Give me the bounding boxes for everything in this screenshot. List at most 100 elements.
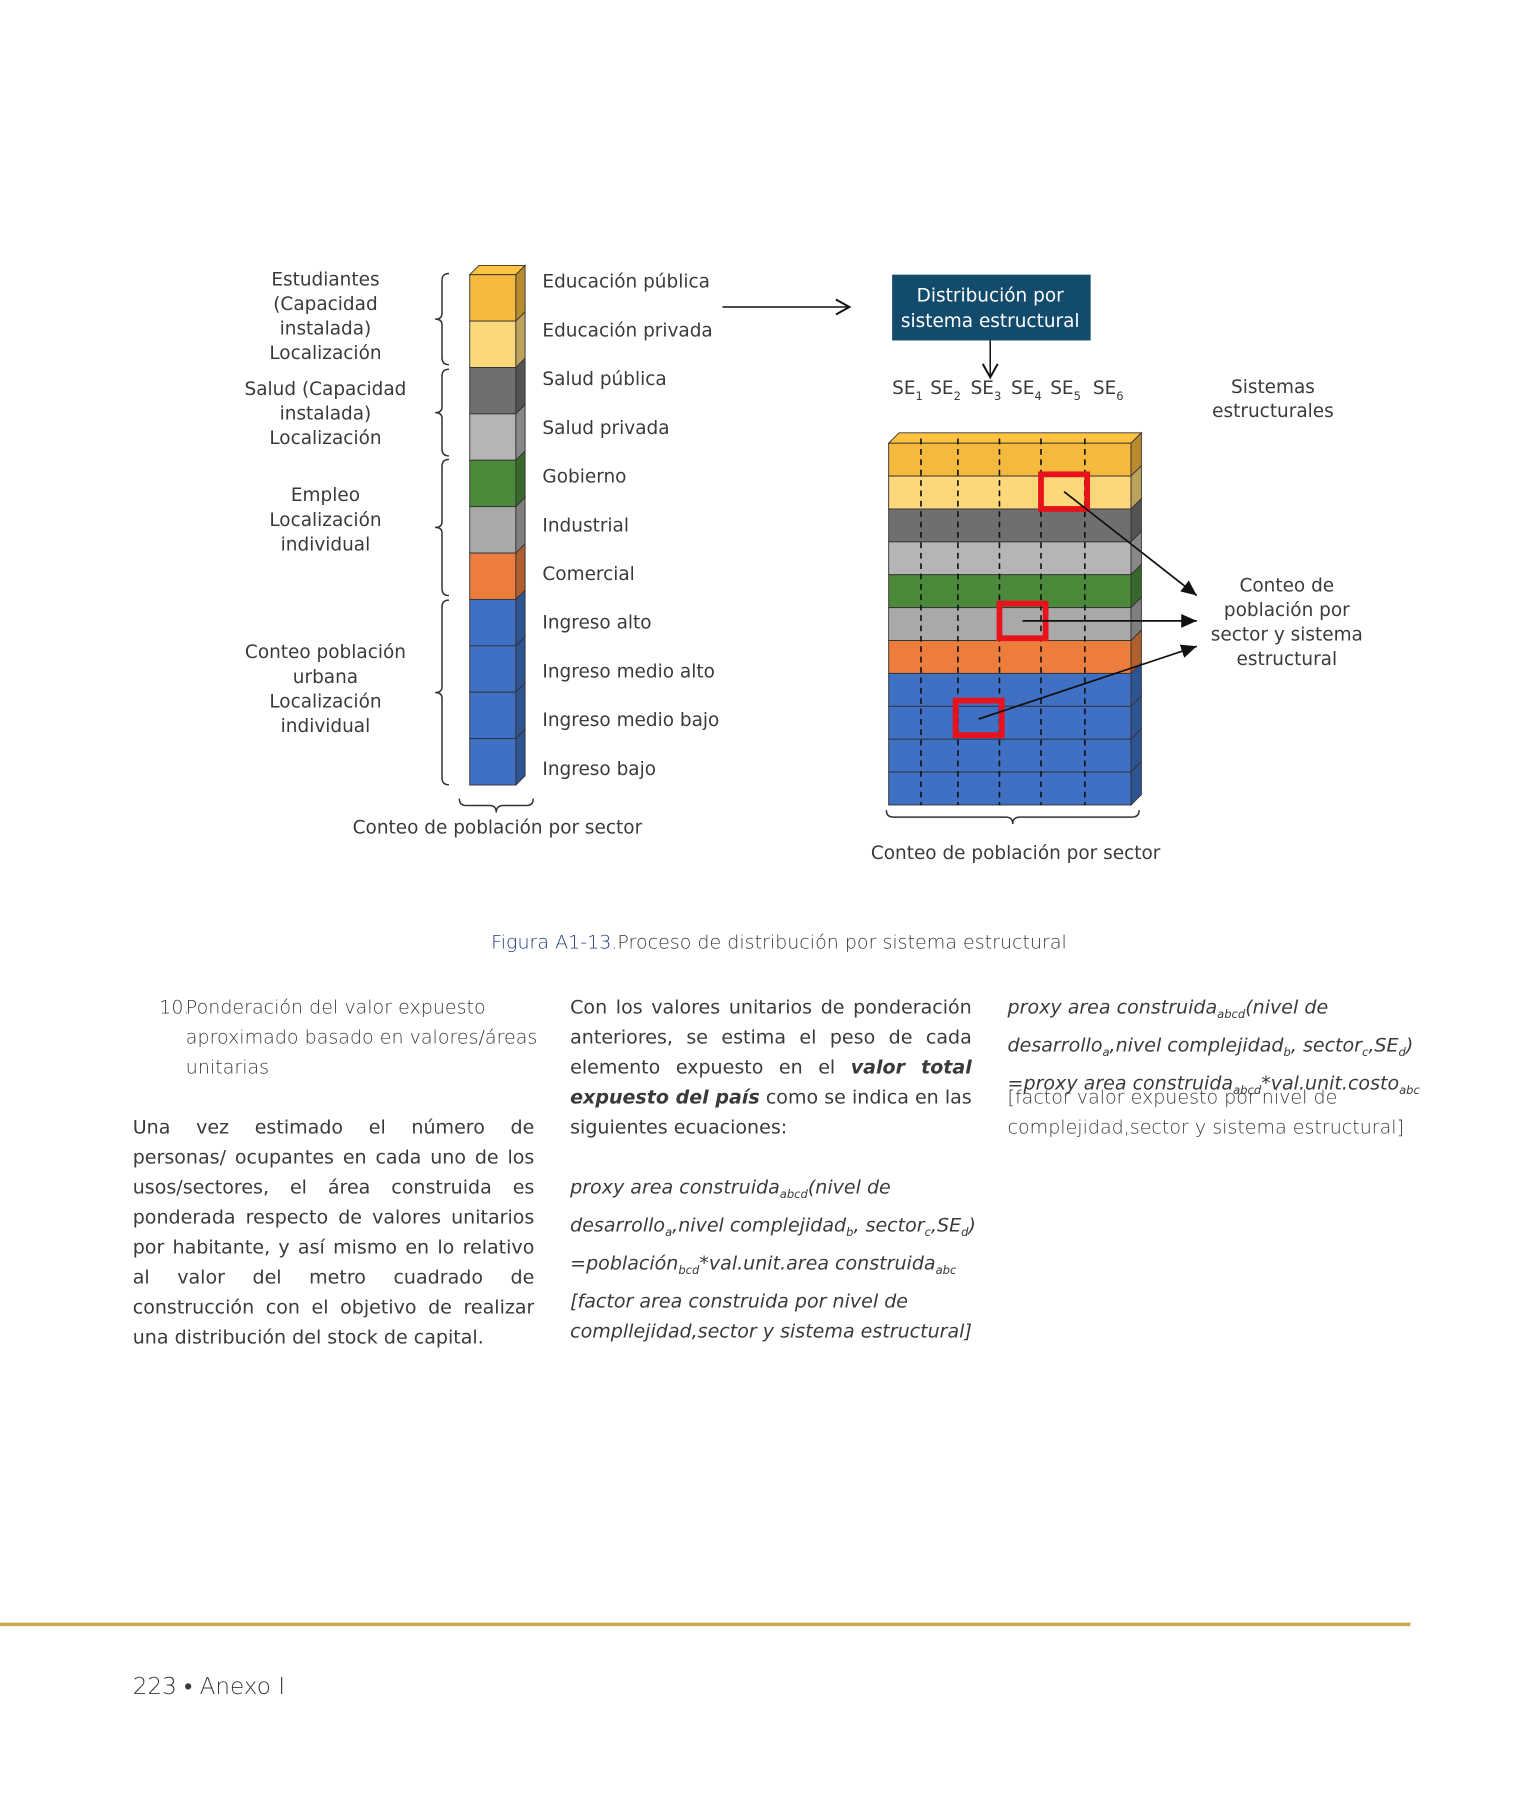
grid-side	[1130, 760, 1142, 807]
equation-line: desarrolloa,nivel complejidadb, sectorc,…	[570, 1211, 976, 1249]
caption-label: Figura A1-13.	[491, 931, 618, 954]
sector-label: Ingreso alto	[542, 613, 651, 634]
grid-row	[888, 771, 1132, 806]
group-label: Conteo población	[245, 642, 406, 663]
item-line: unitarias	[185, 1056, 270, 1078]
box-label: Distribución por	[917, 286, 1064, 307]
emphasis: valor total expuesto del país	[570, 1056, 972, 1108]
se-subscript: 6	[1116, 388, 1123, 402]
grid-row	[888, 541, 1132, 576]
se-text: SE	[892, 378, 915, 399]
group-label: instalada)	[280, 319, 372, 340]
se-subscript: 3	[994, 388, 1001, 402]
page-number: 223	[132, 1672, 177, 1700]
note-line: complejidad,sector y sistema estructural…	[1007, 1116, 1405, 1138]
stack-block	[469, 598, 517, 647]
sector-label: Educación privada	[542, 320, 712, 341]
se-text: SE	[1093, 378, 1116, 399]
stack-block	[469, 506, 517, 554]
stack-block	[469, 552, 517, 600]
sector-label: Salud privada	[542, 418, 669, 439]
se-text: SE	[1011, 378, 1034, 399]
equation-text: ,nivel complejidad	[672, 1214, 847, 1237]
stack-block	[469, 691, 517, 740]
count-label: sector y sistema	[1211, 624, 1363, 645]
equation: proxy area construidaabcd(nivel de desarr…	[1008, 993, 1420, 1107]
brace	[435, 272, 449, 366]
equation-text: =población	[570, 1252, 679, 1275]
equation-line: [factor area construida por nivel de	[570, 1287, 976, 1317]
grid-row	[888, 640, 1132, 674]
se-subscript: 4	[1034, 388, 1041, 402]
paragraph: Una vez estimado el número de personas/ …	[132, 1116, 535, 1348]
section: Anexo I	[199, 1672, 286, 1700]
caption-text: Proceso de distribución por sistema estr…	[617, 931, 1067, 954]
subscript: c	[924, 1226, 931, 1240]
paragraph: Con los valores unitarios de ponderación…	[570, 993, 972, 1143]
se-subscript: 5	[1074, 388, 1081, 402]
item: Ponderación del valor expuesto aproximado…	[186, 993, 538, 1083]
count-label: estructural	[1237, 649, 1338, 670]
grid-row	[888, 442, 1132, 477]
equation-line: =poblaciónbcd*val.unit.area construidaab…	[570, 1249, 976, 1287]
se-text: SE	[971, 378, 994, 399]
systems-label: Sistemas	[1231, 377, 1315, 398]
grid-row	[888, 508, 1132, 543]
brace	[435, 599, 449, 786]
sector-label: Gobierno	[542, 467, 626, 488]
equation-text: =proxy area construida	[1007, 1072, 1234, 1095]
equation-text: ,SE	[930, 1214, 962, 1237]
equation-text: *val.unit.area construida	[699, 1252, 936, 1275]
equation-text: )	[968, 1214, 976, 1237]
brace	[435, 368, 449, 457]
count-label: Conteo de	[1239, 575, 1334, 596]
count-label: población por	[1224, 600, 1350, 621]
stack-block	[469, 367, 517, 415]
group-label: instalada)	[280, 404, 372, 425]
subscript: a	[1102, 1046, 1110, 1060]
systems-label: estructurales	[1212, 401, 1334, 422]
stack-block	[469, 274, 517, 322]
equation-text: proxy area construida	[570, 1176, 780, 1198]
subscript: a	[665, 1226, 673, 1240]
sector-label: Ingreso medio bajo	[542, 710, 719, 731]
group-label: individual	[281, 716, 371, 737]
highlight	[1038, 471, 1091, 512]
equation-text: , sector	[1290, 1034, 1363, 1057]
rule	[0, 1622, 1411, 1627]
footer-label: Conteo de población por sector	[353, 818, 643, 839]
group-label: Localización	[269, 510, 381, 531]
group-label: Localización	[269, 691, 381, 712]
grid-row	[888, 738, 1132, 773]
stack-block	[469, 459, 517, 508]
box-label: sistema estructural	[901, 311, 1080, 332]
grid-top	[887, 432, 1143, 444]
sector-label: Industrial	[542, 515, 629, 536]
se-subscript: 1	[915, 388, 922, 402]
equation-line: desarrolloa,nivel complejidadb, sectorc,…	[1008, 1031, 1420, 1069]
se-label: SE3	[971, 378, 1002, 402]
arrow	[1063, 490, 1198, 597]
stack-block	[469, 645, 517, 693]
se-label: SE1	[892, 378, 923, 402]
group-label: (Capacidad	[273, 294, 377, 315]
subscript: d	[1398, 1046, 1406, 1060]
grid-row	[888, 475, 1132, 510]
subscript: d	[961, 1226, 969, 1240]
group-label: individual	[281, 534, 371, 555]
subscript: b	[846, 1226, 854, 1240]
equation-text: [factor area construida por nivel de	[570, 1290, 909, 1313]
equation-text: (nivel de	[1245, 995, 1329, 1018]
brace	[435, 458, 449, 597]
se-subscript: 2	[954, 388, 961, 402]
sector-label: Ingreso medio alto	[542, 661, 714, 682]
equation-text: )	[1405, 1034, 1414, 1057]
subscript: abc	[1399, 1084, 1420, 1098]
stack-block	[469, 413, 517, 461]
brace	[885, 810, 1140, 825]
equation-text: *val.unit.costo	[1261, 1072, 1400, 1095]
text: como se indica en las siguientes ecuacio…	[570, 1086, 972, 1138]
equation-line: proxy area construidaabcd(nivel de	[570, 1173, 976, 1211]
equation-text: compllejidad,sector y sistema estructura…	[570, 1320, 972, 1343]
grid-row	[888, 672, 1132, 707]
